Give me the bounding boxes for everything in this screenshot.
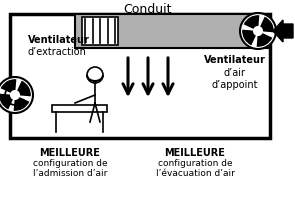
Text: d’appoint: d’appoint [212,80,258,90]
Wedge shape [15,81,31,96]
Circle shape [87,67,103,83]
Text: MEILLEURE: MEILLEURE [165,148,225,158]
Wedge shape [14,95,30,111]
Circle shape [0,77,33,113]
Wedge shape [242,30,258,45]
Bar [82,17,118,45]
Text: configuration de: configuration de [33,159,107,168]
Text: configuration de: configuration de [158,159,232,168]
Bar [52,105,107,112]
FancyArrow shape [273,20,293,42]
Wedge shape [0,94,15,109]
Bar [75,14,270,48]
Text: d’air: d’air [224,68,246,78]
Text: MEILLEURE: MEILLEURE [40,148,100,158]
Wedge shape [244,15,259,31]
Wedge shape [257,31,272,47]
Text: l’évacuation d’air: l’évacuation d’air [155,169,235,178]
Circle shape [10,90,20,100]
Wedge shape [258,17,274,32]
Text: Ventilateur: Ventilateur [204,55,266,65]
Bar [10,14,270,138]
Circle shape [240,13,276,49]
Text: d’extraction: d’extraction [28,47,87,57]
Wedge shape [1,79,17,95]
Text: Conduit: Conduit [124,3,172,16]
Text: Ventilateur: Ventilateur [28,35,90,45]
Text: l’admission d’air: l’admission d’air [33,169,107,178]
Circle shape [253,26,263,36]
